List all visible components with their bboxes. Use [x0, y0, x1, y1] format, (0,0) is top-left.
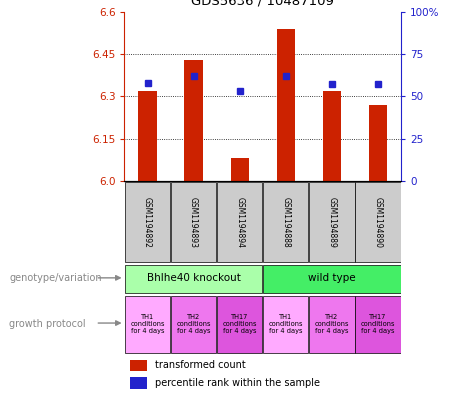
Text: wild type: wild type: [308, 274, 356, 283]
Text: growth protocol: growth protocol: [9, 319, 86, 329]
Bar: [277, 29, 295, 181]
Text: TH1
conditions
for 4 days: TH1 conditions for 4 days: [269, 314, 303, 334]
Bar: [184, 60, 203, 181]
Bar: [369, 105, 387, 181]
Bar: [355, 296, 401, 353]
Text: TH1
conditions
for 4 days: TH1 conditions for 4 days: [130, 314, 165, 334]
Bar: [125, 296, 170, 353]
Bar: [230, 158, 249, 181]
Bar: [323, 91, 341, 181]
Bar: [263, 182, 308, 263]
Bar: [130, 377, 147, 389]
Title: GDS5636 / 10487109: GDS5636 / 10487109: [191, 0, 334, 8]
Bar: [309, 182, 355, 263]
Text: GSM1194890: GSM1194890: [373, 196, 383, 248]
Bar: [263, 296, 308, 353]
Bar: [138, 91, 157, 181]
Text: GSM1194889: GSM1194889: [327, 196, 337, 248]
Text: GSM1194893: GSM1194893: [189, 196, 198, 248]
Text: GSM1194892: GSM1194892: [143, 196, 152, 248]
Text: Bhlhe40 knockout: Bhlhe40 knockout: [147, 274, 241, 283]
Bar: [130, 360, 147, 371]
Bar: [217, 182, 262, 263]
Text: TH17
conditions
for 4 days: TH17 conditions for 4 days: [223, 314, 257, 334]
Bar: [355, 182, 401, 263]
Bar: [171, 182, 216, 263]
Bar: [125, 182, 170, 263]
Text: genotype/variation: genotype/variation: [9, 273, 102, 283]
Bar: [171, 296, 216, 353]
Text: TH2
conditions
for 4 days: TH2 conditions for 4 days: [177, 314, 211, 334]
Bar: [309, 296, 355, 353]
Text: GSM1194894: GSM1194894: [235, 196, 244, 248]
Text: TH17
conditions
for 4 days: TH17 conditions for 4 days: [361, 314, 395, 334]
Bar: [217, 296, 262, 353]
Text: TH2
conditions
for 4 days: TH2 conditions for 4 days: [315, 314, 349, 334]
Bar: [263, 264, 401, 294]
Text: transformed count: transformed count: [155, 360, 246, 371]
Bar: [125, 264, 262, 294]
Text: percentile rank within the sample: percentile rank within the sample: [155, 378, 320, 388]
Text: GSM1194888: GSM1194888: [281, 196, 290, 248]
